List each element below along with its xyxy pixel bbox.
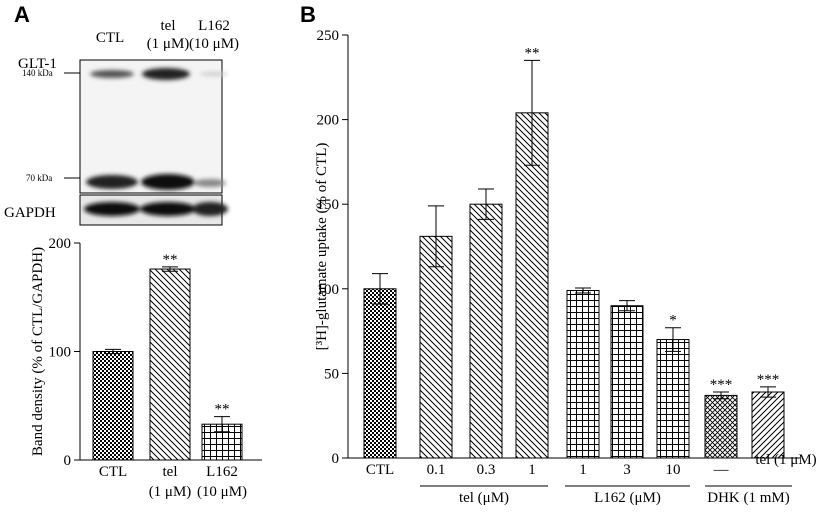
y-tick-label: 200 bbox=[49, 236, 72, 252]
x-tick-label: 3 bbox=[623, 462, 631, 478]
bar bbox=[610, 305, 644, 459]
significance-label: * bbox=[669, 313, 677, 329]
significance-label: *** bbox=[757, 372, 780, 388]
y-tick-label: 0 bbox=[64, 453, 72, 469]
bar bbox=[469, 203, 503, 459]
group-label: tel (μM) bbox=[459, 490, 509, 506]
marker-label: 70 kDa bbox=[26, 173, 52, 183]
significance-label: ** bbox=[215, 402, 230, 418]
error-bar bbox=[105, 348, 121, 355]
x-tick-label: CTL bbox=[99, 464, 127, 480]
significance-label: *** bbox=[710, 377, 733, 393]
y-tick-label: 50 bbox=[324, 366, 339, 382]
blot-target: GLT-1 bbox=[18, 56, 57, 72]
y-axis-label: Band density (% of CTL/GAPDH) bbox=[30, 247, 46, 456]
y-tick-label: 0 bbox=[332, 451, 340, 467]
significance-label: ** bbox=[525, 45, 540, 61]
lane-label: CTL bbox=[96, 30, 124, 46]
panel-label: B bbox=[300, 2, 316, 27]
error-bar bbox=[162, 266, 178, 272]
y-tick-label: 150 bbox=[317, 197, 340, 213]
error-bar bbox=[665, 327, 681, 352]
bar bbox=[149, 268, 191, 461]
x-tick-label: — bbox=[713, 462, 730, 478]
x-tick-label: 0.1 bbox=[427, 462, 446, 478]
x-tick-label: (10 μM) bbox=[197, 484, 247, 500]
marker-label: 140 kDa bbox=[22, 68, 53, 78]
bar bbox=[566, 289, 600, 459]
y-tick-label: 250 bbox=[317, 28, 340, 44]
panel-label: A bbox=[14, 2, 30, 27]
y-tick-label: 200 bbox=[317, 113, 340, 129]
x-tick-label: 0.3 bbox=[477, 462, 496, 478]
x-tick-label: CTL bbox=[366, 462, 394, 478]
blot-loading-control: GAPDH bbox=[4, 205, 56, 221]
lane-label: tel bbox=[161, 18, 176, 34]
x-tick-label: 1 bbox=[579, 462, 587, 478]
error-bar bbox=[760, 386, 776, 398]
x-tick-label: L162 bbox=[206, 464, 238, 480]
x-tick-label: 1 bbox=[528, 462, 536, 478]
x-tick-label: (1 μM) bbox=[149, 484, 192, 500]
group-label: L162 (μM) bbox=[594, 490, 661, 506]
x-tick-label: tel bbox=[163, 464, 178, 480]
bar bbox=[92, 351, 134, 461]
bar bbox=[704, 394, 738, 459]
x-tick-label: 10 bbox=[666, 462, 681, 478]
lane-label: (10 μM) bbox=[189, 36, 239, 52]
group-label: DHK (1 mM) bbox=[707, 490, 790, 506]
error-bar bbox=[478, 188, 494, 220]
bar bbox=[751, 391, 785, 459]
error-bar bbox=[575, 287, 591, 294]
lane-label: (1 μM) bbox=[147, 36, 190, 52]
error-bar bbox=[428, 205, 444, 268]
error-bar bbox=[372, 273, 388, 305]
error-bar bbox=[619, 300, 635, 312]
lane-label: L162 bbox=[198, 18, 230, 34]
error-bar bbox=[713, 391, 729, 400]
bar bbox=[656, 339, 690, 459]
y-axis-label: [³H]-glutamate uptake (% of CTL) bbox=[314, 143, 330, 351]
y-tick-label: 100 bbox=[49, 345, 72, 361]
bar bbox=[515, 112, 549, 459]
error-bar bbox=[214, 416, 230, 433]
error-bar bbox=[524, 59, 540, 166]
blot-image bbox=[79, 59, 228, 226]
bar bbox=[363, 288, 397, 459]
significance-label: ** bbox=[163, 252, 178, 268]
y-tick-label: 100 bbox=[317, 282, 340, 298]
bar bbox=[419, 235, 453, 459]
x-tick-label: tel (1 μM) bbox=[755, 452, 816, 468]
